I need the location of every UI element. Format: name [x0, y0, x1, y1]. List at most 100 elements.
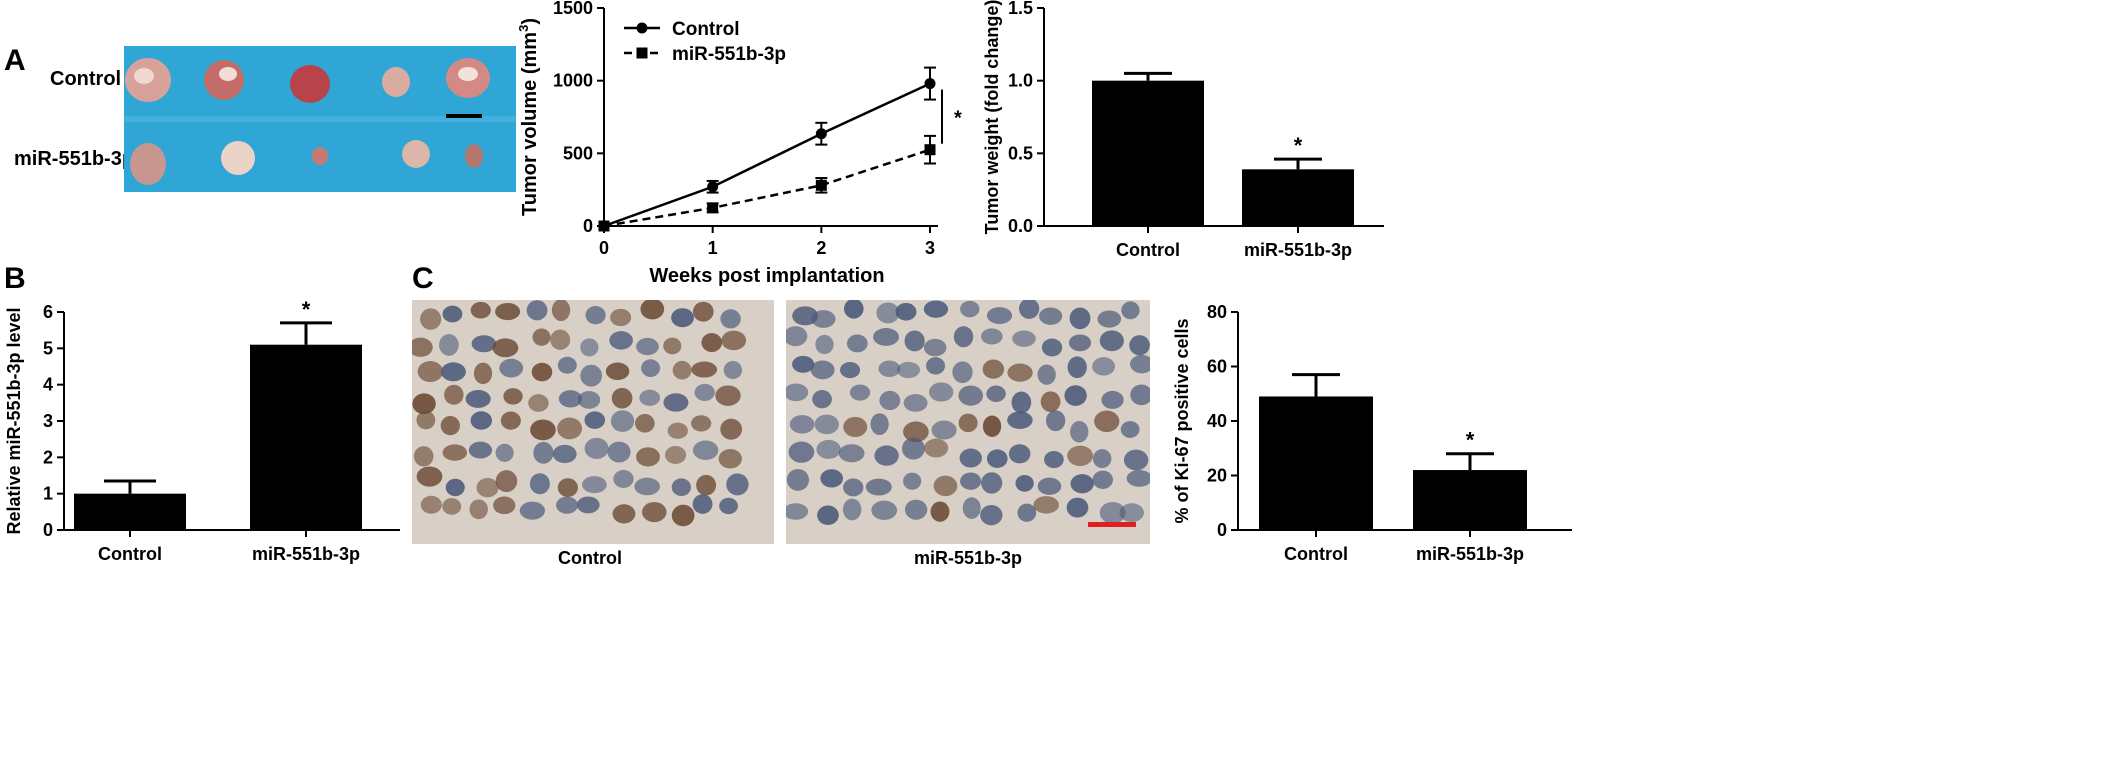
- cell-nucleus: [495, 470, 518, 493]
- series-line-0: [603, 82, 931, 228]
- cell-nucleus: [792, 355, 815, 373]
- y-axis-label: Relative miR-551b-3p level: [4, 307, 24, 534]
- cell-nucleus: [923, 300, 949, 318]
- x-tick-label: 2: [816, 238, 826, 258]
- cell-nucleus: [1094, 410, 1120, 433]
- cell-nucleus: [726, 473, 749, 496]
- cell-nucleus: [903, 472, 922, 490]
- cell-nucleus: [532, 328, 551, 346]
- cell-nucleus: [958, 385, 984, 406]
- mir-tumors: [130, 140, 483, 185]
- cell-nucleus: [691, 415, 712, 432]
- cell-nucleus: [843, 300, 864, 319]
- y-tick-label: 2: [43, 447, 53, 467]
- cell-nucleus: [786, 468, 810, 491]
- x-tick-label: miR-551b-3p: [1244, 240, 1352, 260]
- cell-nucleus: [1097, 310, 1122, 328]
- data-point-circle: [924, 78, 936, 90]
- cell-nucleus: [636, 447, 660, 467]
- y-tick-label: 0.5: [1008, 143, 1033, 163]
- cell-nucleus: [471, 335, 497, 353]
- cell-nucleus: [412, 393, 436, 415]
- cell-nucleus: [1018, 300, 1040, 319]
- cell-nucleus: [612, 504, 636, 524]
- cell-nucleus: [986, 449, 1008, 468]
- cell-nucleus: [420, 495, 442, 514]
- cell-nucleus: [664, 445, 687, 464]
- cell-nucleus: [1040, 391, 1061, 413]
- cell-nucleus: [639, 389, 661, 406]
- significance-star: *: [302, 297, 311, 322]
- cell-nucleus: [1123, 449, 1149, 471]
- cell-nucleus: [495, 303, 521, 321]
- cell-nucleus: [896, 361, 921, 379]
- cell-nucleus: [1007, 363, 1033, 382]
- y-axis-label: Tumor volume (mm3): [516, 18, 541, 216]
- y-axis-label: % of Ki-67 positive cells: [1172, 318, 1192, 523]
- cell-nucleus: [789, 415, 815, 434]
- y-tick-label: 0: [583, 216, 593, 236]
- cell-nucleus: [839, 362, 861, 379]
- cell-nucleus: [811, 310, 836, 328]
- legend-label-1: miR-551b-3p: [672, 44, 786, 65]
- cell-nucleus: [788, 441, 815, 463]
- cell-nucleus: [721, 330, 747, 351]
- bar: [74, 493, 186, 530]
- data-point-square: [598, 220, 610, 232]
- cell-nucleus: [580, 338, 599, 357]
- cell-nucleus: [720, 418, 743, 440]
- cell-nucleus: [530, 419, 556, 441]
- cell-nucleus: [636, 337, 659, 356]
- cell-nucleus: [786, 503, 809, 520]
- cell-nucleus: [1044, 450, 1064, 469]
- y-axis-label-close: ): [519, 18, 541, 25]
- cell-nucleus: [1070, 474, 1094, 494]
- cell-nucleus: [672, 360, 692, 380]
- cell-nucleus: [584, 411, 606, 429]
- cell-nucleus: [873, 328, 899, 346]
- cell-nucleus: [904, 330, 925, 352]
- y-axis-label: Tumor weight (fold change): [982, 0, 1002, 234]
- cell-nucleus: [1066, 497, 1089, 518]
- cell-nucleus: [1008, 444, 1031, 464]
- cell-nucleus: [931, 420, 957, 440]
- cell-nucleus: [585, 305, 606, 325]
- cell-nucleus: [879, 390, 901, 411]
- cell-nucleus: [413, 446, 434, 467]
- cell-nucleus: [718, 449, 742, 469]
- cell-nucleus: [870, 413, 889, 436]
- cell-nucleus: [576, 496, 600, 514]
- cell-nucleus: [1119, 503, 1144, 523]
- cell-nucleus: [986, 385, 1006, 402]
- cell-nucleus: [526, 300, 548, 321]
- cell-nucleus: [933, 475, 958, 497]
- cell-nucleus: [701, 333, 723, 353]
- control-tumors: [125, 58, 490, 103]
- cell-nucleus: [959, 448, 982, 468]
- x-tick-label: Control: [98, 544, 162, 564]
- cell-nucleus: [500, 411, 521, 430]
- cell-nucleus: [503, 388, 523, 405]
- cell-nucleus: [904, 499, 928, 520]
- cell-nucleus: [531, 362, 553, 382]
- cell-nucleus: [577, 391, 601, 409]
- cell-nucleus: [442, 444, 468, 461]
- cell-nucleus: [926, 357, 946, 375]
- y-tick-label: 3: [43, 411, 53, 431]
- cell-nucleus: [1012, 330, 1036, 347]
- cell-nucleus: [719, 497, 738, 515]
- y-tick-label: 20: [1207, 466, 1227, 486]
- cell-nucleus: [903, 394, 928, 412]
- cell-nucleus: [416, 466, 443, 487]
- y-tick-label: 0: [43, 520, 53, 540]
- cell-nucleus: [723, 360, 743, 380]
- cell-nucleus: [849, 384, 871, 401]
- cell-nucleus: [420, 308, 442, 330]
- cell-nucleus: [499, 358, 524, 378]
- legend-label-0: Control: [672, 19, 740, 40]
- cell-nucleus: [815, 334, 834, 355]
- cell-nucleus: [953, 326, 974, 348]
- cell-nucleus: [607, 441, 631, 463]
- tumor-row-label-mir: miR-551b-3p: [14, 148, 135, 170]
- cell-nucleus: [820, 469, 843, 488]
